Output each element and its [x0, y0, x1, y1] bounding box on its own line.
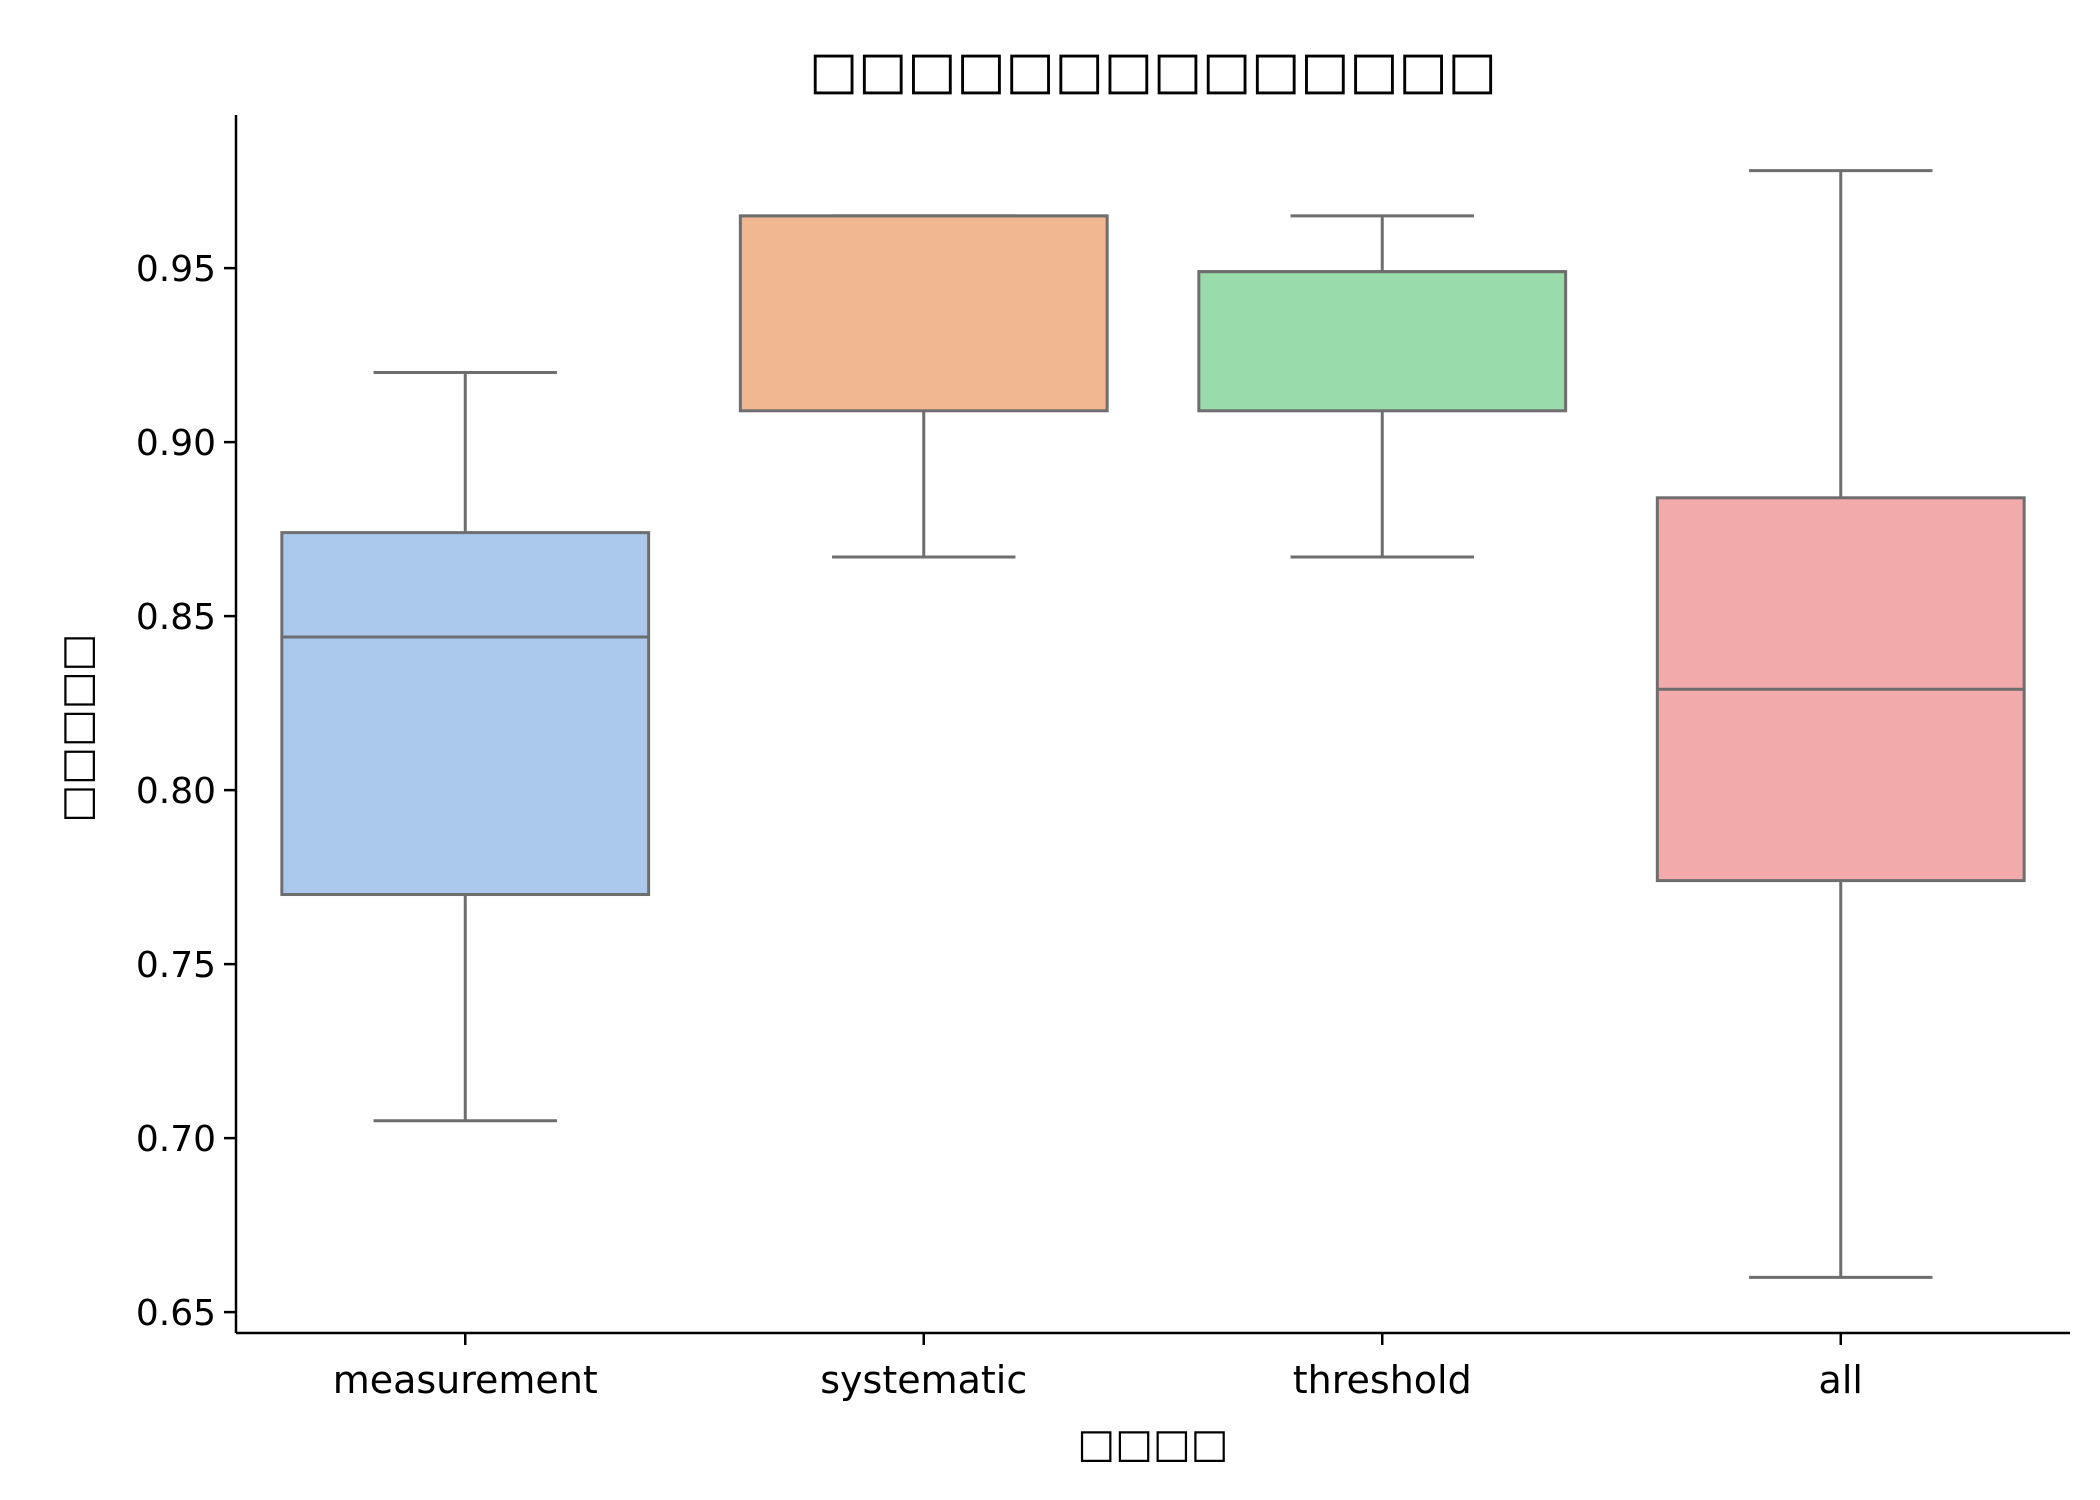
box-threshold [1197, 214, 1568, 559]
x-tick-label-threshold: threshold [1293, 1358, 1472, 1402]
iqr-box-threshold [1197, 270, 1568, 413]
chart-title: □□□□□□□□□□□□□□ [809, 41, 1497, 101]
x-tick-label-measurement: measurement [333, 1358, 598, 1402]
y-axis-label: □□□□□ [54, 634, 100, 823]
box-all [1655, 169, 2026, 1279]
x-tick-label-all: all [1819, 1358, 1863, 1402]
y-tick-label-0.65: 0.65 [136, 1293, 216, 1334]
x-axis-label: □□□□ [1077, 1421, 1228, 1467]
iqr-box-systematic [738, 214, 1109, 413]
plot-area [280, 169, 2026, 1279]
y-tick-label-0.75: 0.75 [136, 945, 216, 986]
box-systematic [738, 214, 1109, 559]
y-tick-label-0.80: 0.80 [136, 771, 216, 812]
iqr-box-measurement [280, 531, 651, 897]
y-tick-label-0.90: 0.90 [136, 423, 216, 464]
y-axis: 0.65 0.70 0.75 0.80 0.85 0.90 0.95 [136, 115, 238, 1334]
y-tick-label-0.85: 0.85 [136, 597, 216, 638]
box-measurement [280, 371, 651, 1123]
x-tick-label-systematic: systematic [820, 1358, 1027, 1402]
y-tick-label-0.70: 0.70 [136, 1119, 216, 1160]
x-axis: measurement systematic threshold all [236, 1331, 2070, 1402]
y-tick-label-0.95: 0.95 [136, 249, 216, 290]
